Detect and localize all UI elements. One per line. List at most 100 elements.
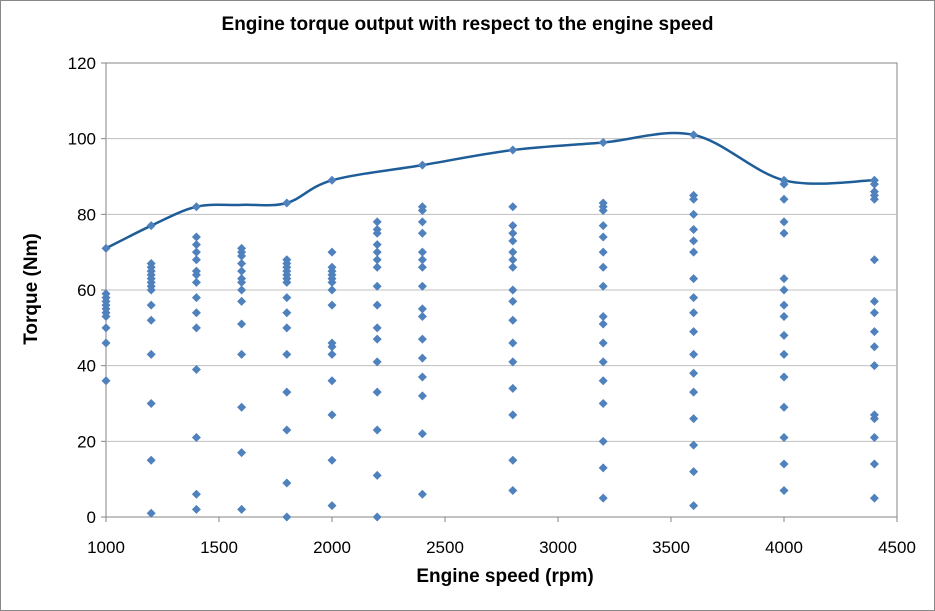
data-point (779, 372, 789, 382)
data-point (779, 311, 789, 321)
data-point (372, 470, 382, 480)
data-point (146, 399, 156, 408)
data-point (508, 338, 518, 348)
x-tick-label: 1000 (87, 538, 125, 557)
data-point (869, 187, 879, 197)
data-point (101, 323, 111, 333)
envelope-curve (105, 131, 875, 250)
data-point (101, 289, 111, 299)
data-point (372, 255, 382, 265)
data-point (417, 255, 427, 265)
data-point (146, 455, 156, 465)
data-point (191, 308, 201, 318)
data-point (417, 311, 427, 321)
data-point (417, 334, 427, 344)
data-point (191, 433, 201, 443)
data-point (327, 501, 337, 511)
data-point (327, 247, 337, 257)
data-point (508, 357, 518, 367)
data-point (598, 262, 608, 272)
data-point (779, 274, 789, 284)
data-point (417, 489, 427, 499)
data-point (598, 493, 608, 503)
data-point (689, 247, 699, 257)
data-point (508, 455, 518, 465)
data-point (779, 330, 789, 340)
data-point (417, 247, 427, 257)
data-point (146, 221, 156, 231)
data-point (869, 255, 879, 265)
data-point (191, 247, 201, 257)
data-point (508, 221, 518, 231)
x-tick-label: 2500 (426, 538, 464, 557)
data-point (282, 387, 292, 397)
data-point (598, 198, 608, 208)
data-point (282, 255, 292, 265)
data-point (508, 315, 518, 325)
x-tick-label: 1500 (200, 538, 238, 557)
data-point (327, 262, 337, 272)
data-point (101, 243, 111, 253)
data-point (372, 224, 382, 234)
data-point (689, 368, 699, 378)
data-point (598, 311, 608, 321)
data-point (598, 137, 608, 147)
data-point (101, 338, 111, 348)
data-point (191, 202, 201, 212)
data-point (191, 277, 201, 287)
data-point (372, 240, 382, 250)
data-point (869, 459, 879, 469)
data-point (327, 300, 337, 310)
data-point (508, 410, 518, 420)
data-point (779, 194, 789, 204)
data-point (689, 308, 699, 318)
data-point (237, 274, 247, 284)
data-point (598, 319, 608, 329)
data-point (689, 236, 699, 246)
data-point (237, 285, 247, 295)
data-point (689, 274, 699, 284)
data-point (191, 489, 201, 499)
data-point (417, 160, 427, 170)
data-point (191, 504, 201, 514)
data-point (191, 323, 201, 333)
data-point (191, 266, 201, 276)
data-point (869, 493, 879, 503)
data-point (869, 296, 879, 306)
data-point (869, 433, 879, 443)
data-point (508, 236, 518, 246)
data-point (372, 425, 382, 435)
data-point (327, 285, 337, 295)
y-axis-title: Torque (Nm) (21, 233, 42, 345)
data-point (372, 281, 382, 291)
y-tick-label: 40 (77, 357, 96, 376)
data-point (417, 228, 427, 238)
data-point (689, 209, 699, 219)
data-point (689, 190, 699, 200)
data-point (779, 300, 789, 310)
data-point (191, 364, 201, 374)
data-point (598, 221, 608, 231)
data-point (779, 486, 789, 496)
data-point (689, 467, 699, 477)
data-point (417, 217, 427, 227)
data-point (146, 315, 156, 325)
data-point (598, 357, 608, 367)
data-point (237, 402, 247, 412)
y-tick-label: 20 (77, 432, 96, 451)
data-point (598, 281, 608, 291)
data-point (779, 433, 789, 443)
data-point (191, 255, 201, 265)
data-point (146, 259, 156, 269)
y-tick-label: 80 (77, 205, 96, 224)
data-point (101, 376, 111, 386)
data-point (237, 259, 247, 269)
x-tick-label: 2000 (313, 538, 351, 557)
data-point (237, 504, 247, 514)
data-point (282, 308, 292, 318)
chart-title: Engine torque output with respect to the… (221, 14, 714, 35)
data-point (372, 300, 382, 310)
data-point (779, 285, 789, 295)
